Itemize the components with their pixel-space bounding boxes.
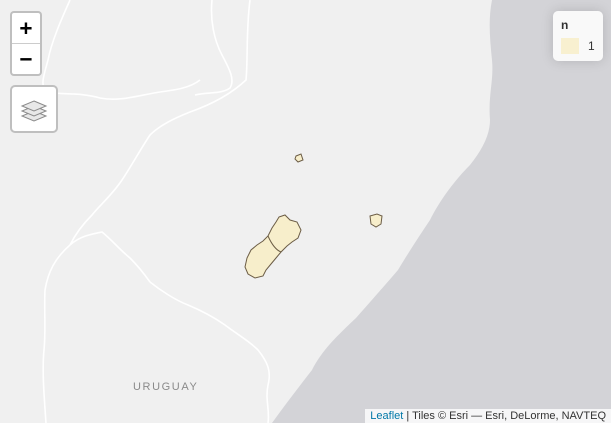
boundary-line	[194, 0, 233, 96]
boundary-line	[69, 0, 251, 246]
legend-item-label: 1	[588, 39, 595, 53]
region-polygon[interactable]	[369, 213, 383, 228]
leaflet-link[interactable]: Leaflet	[370, 410, 404, 422]
place-label-uruguay: URUGUAY	[133, 381, 199, 393]
region-border	[267, 235, 282, 253]
legend: n 1	[553, 11, 603, 61]
layers-control-button[interactable]	[10, 85, 58, 133]
zoom-in-button[interactable]: +	[19, 16, 33, 40]
region-polygon[interactable]	[244, 214, 302, 279]
boundary-line	[42, 0, 201, 100]
legend-item: 1	[561, 38, 595, 54]
layers-icon	[20, 100, 48, 122]
zoom-out-button[interactable]: −	[12, 43, 40, 74]
region-polygons	[244, 153, 383, 279]
zoom-control: + −	[10, 11, 42, 76]
attribution-text: | Tiles © Esri — Esri, DeLorme, NAVTEQ	[403, 410, 606, 422]
region-polygon[interactable]	[294, 153, 304, 163]
legend-swatch	[561, 38, 579, 54]
boundary-line	[42, 244, 71, 423]
boundary-lines	[42, 0, 271, 423]
ocean-area	[272, 0, 611, 423]
attribution: Leaflet | Tiles © Esri — Esri, DeLorme, …	[365, 409, 611, 423]
boundary-line	[69, 231, 151, 283]
boundary-line	[149, 281, 271, 423]
legend-title: n	[561, 18, 569, 32]
